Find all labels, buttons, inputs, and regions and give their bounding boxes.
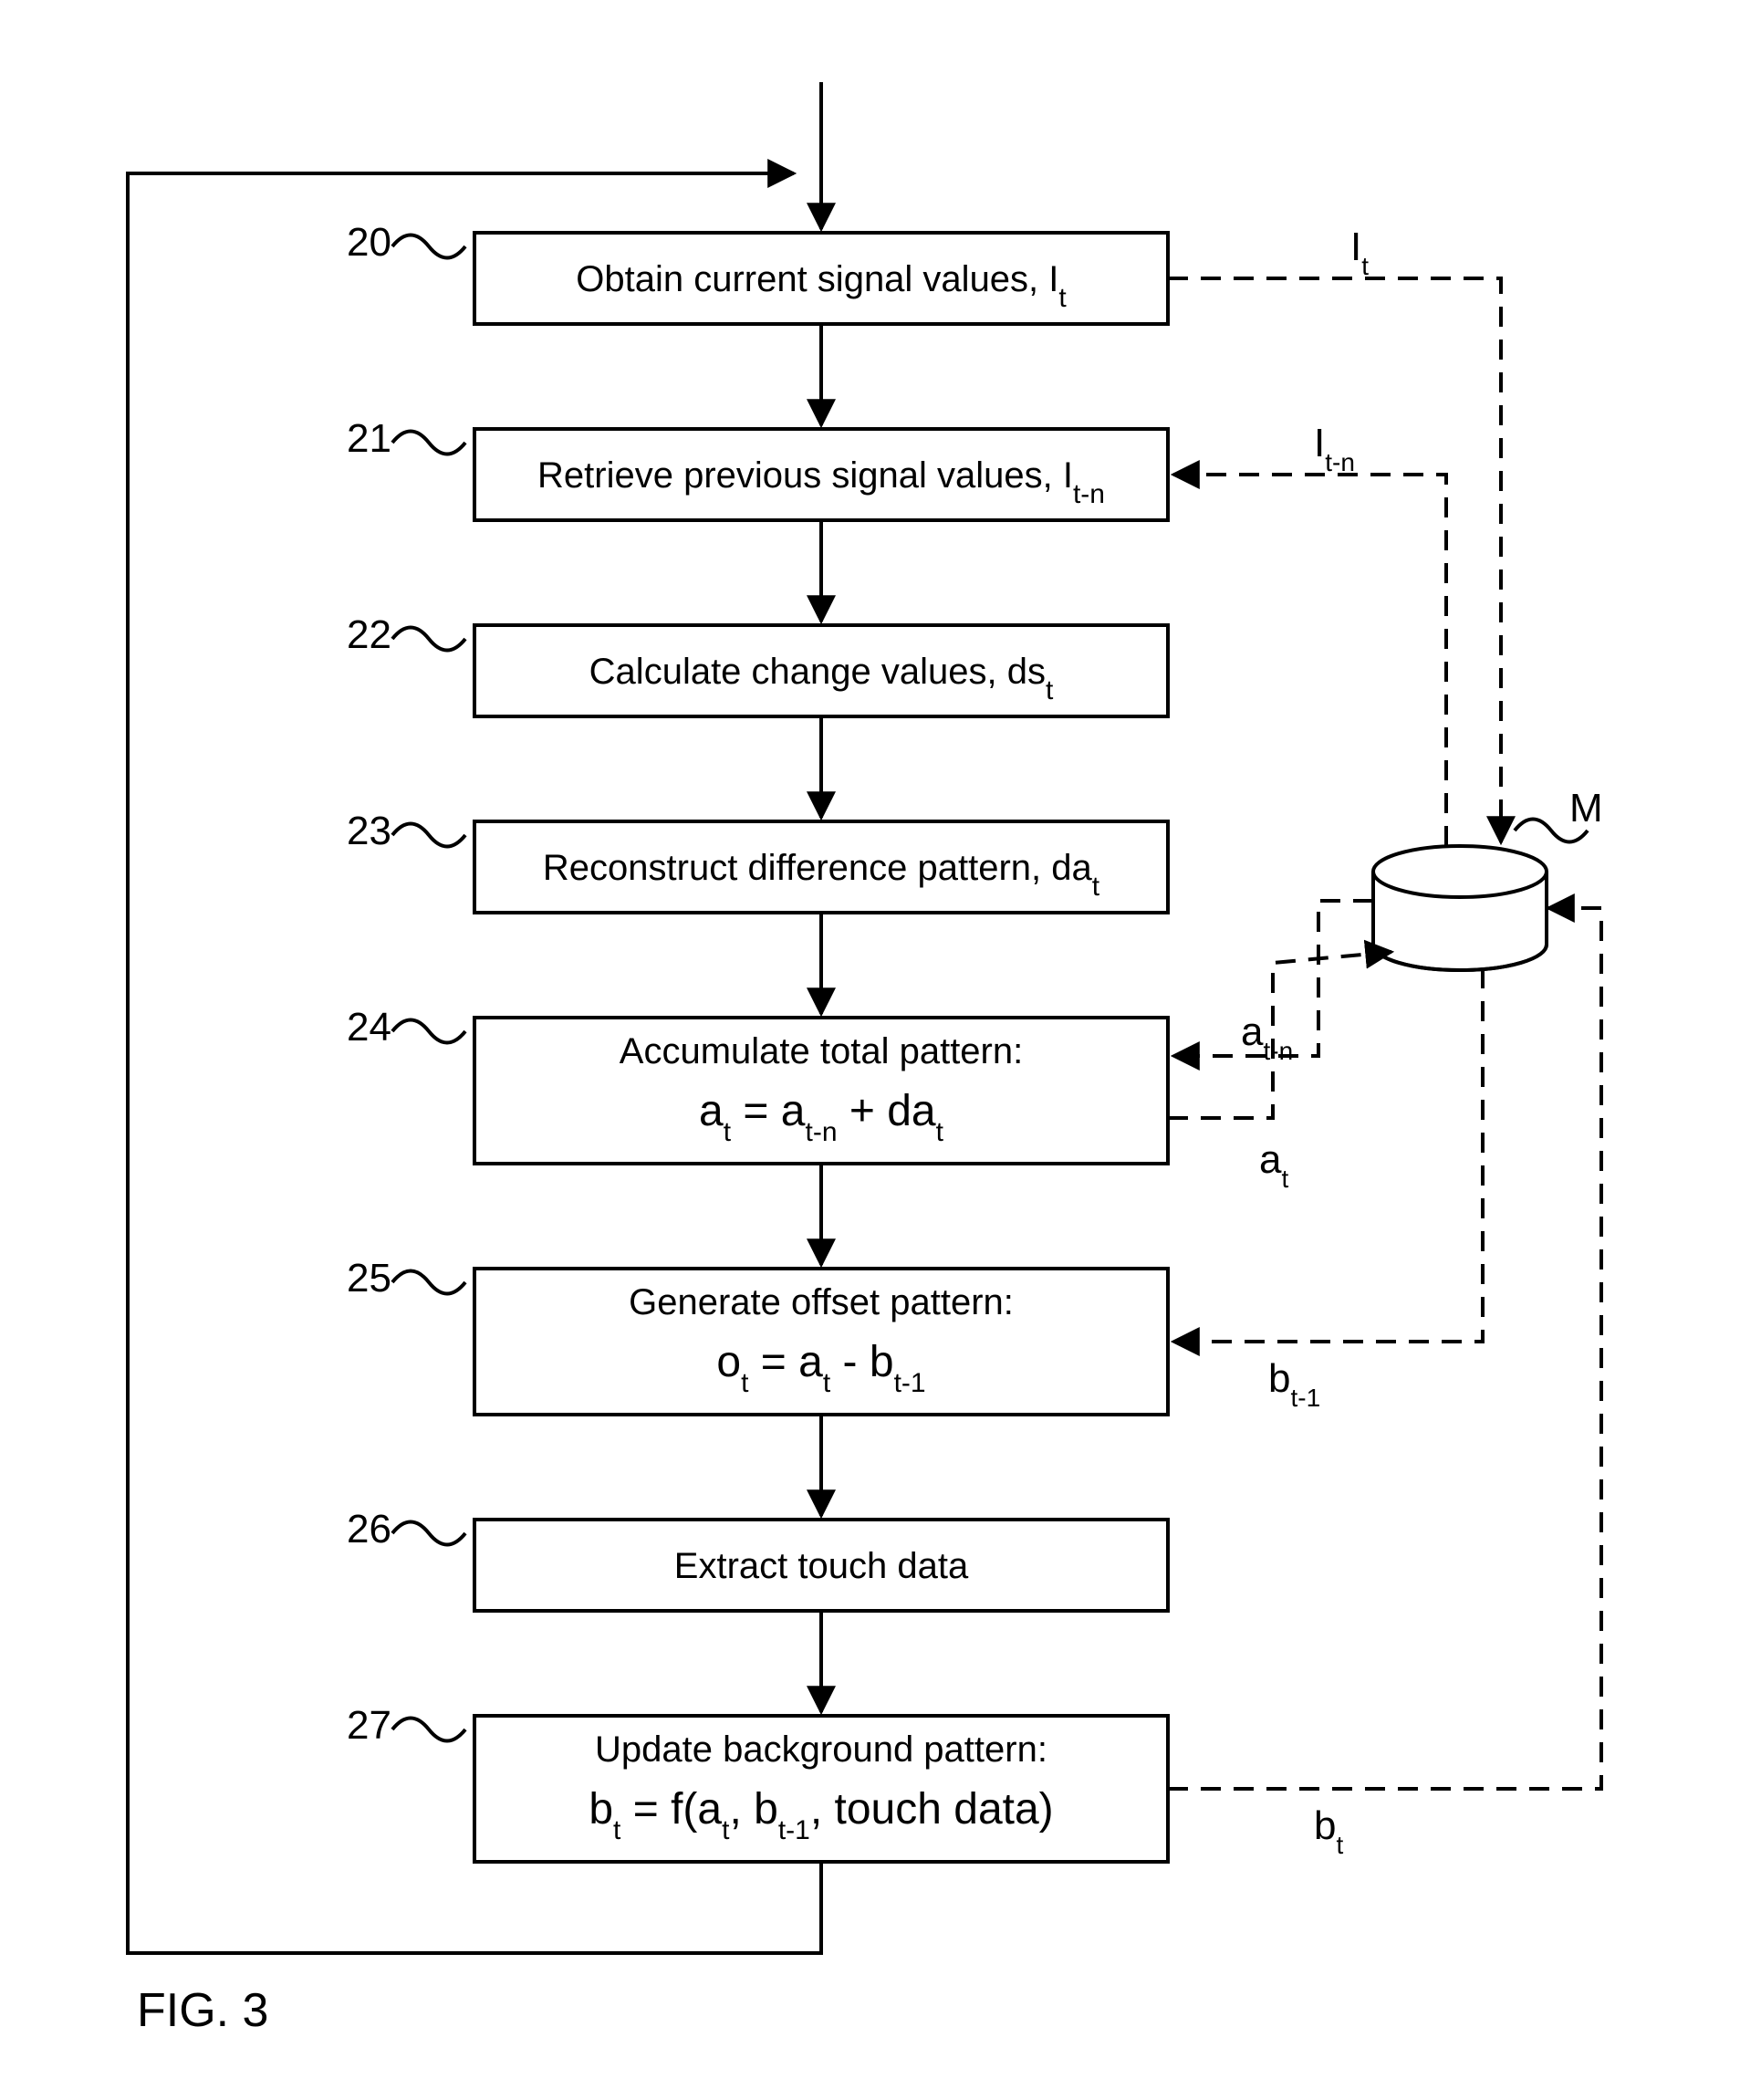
figure-label: FIG. 3 — [137, 1984, 268, 2037]
step-label-27: 27 — [347, 1703, 391, 1748]
edge-label-bt1: bt-1 — [1268, 1356, 1320, 1412]
edge-label-bt: bt — [1314, 1803, 1343, 1859]
step-label-23: 23 — [347, 809, 391, 853]
memory-label: M — [1569, 786, 1603, 831]
step-label-20: 20 — [347, 220, 391, 265]
box-text-26: Extract touch data — [674, 1546, 969, 1586]
edge-label-Itn: It-n — [1314, 421, 1355, 476]
flowchart-figure: 20Obtain current signal values, It21Retr… — [0, 0, 1740, 2100]
box-text-25-l1: Generate offset pattern: — [629, 1282, 1014, 1322]
step-label-22: 22 — [347, 612, 391, 657]
box-text-24-l1: Accumulate total pattern: — [620, 1031, 1023, 1071]
step-label-21: 21 — [347, 416, 391, 461]
edge-label-at: at — [1259, 1137, 1288, 1193]
step-label-26: 26 — [347, 1507, 391, 1551]
step-label-25: 25 — [347, 1256, 391, 1301]
edge-label-It: It — [1350, 225, 1369, 280]
step-label-24: 24 — [347, 1005, 391, 1050]
box-text-27-l1: Update background pattern: — [595, 1729, 1047, 1770]
memory-cylinder-top — [1373, 846, 1547, 897]
